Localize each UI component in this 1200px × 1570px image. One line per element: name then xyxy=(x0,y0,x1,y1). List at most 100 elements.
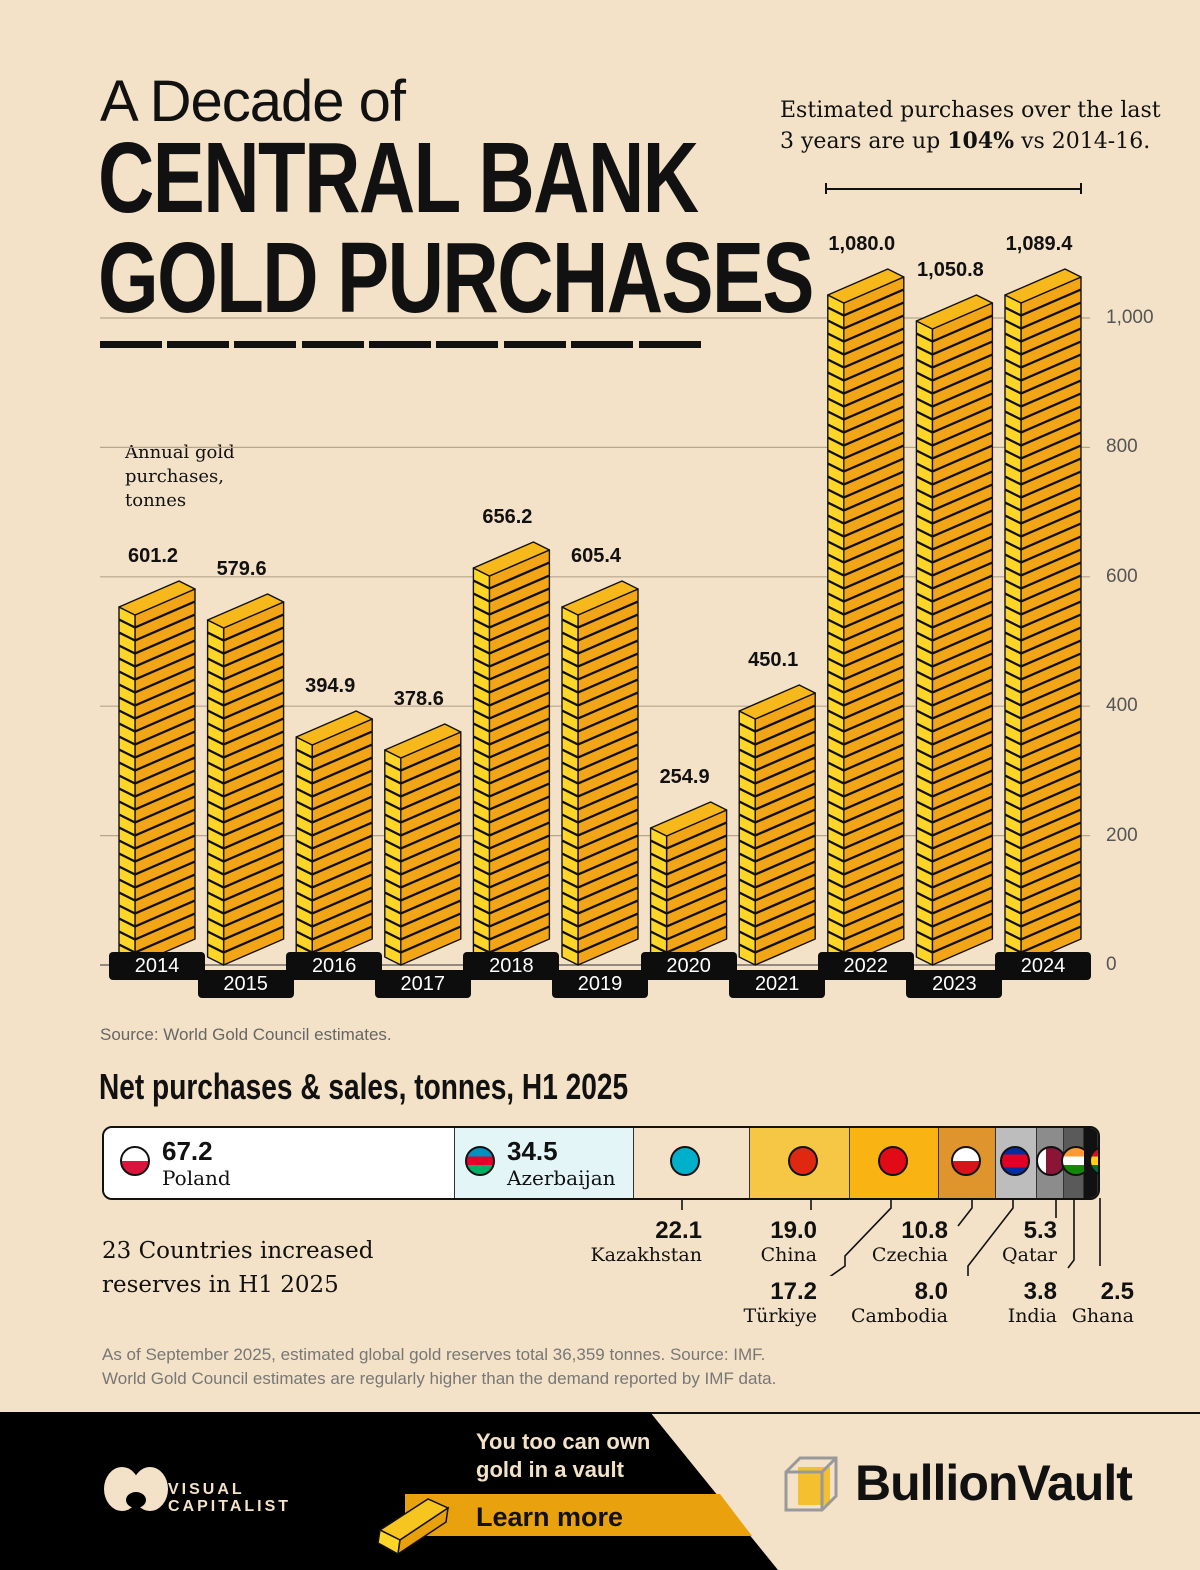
ingot-top xyxy=(206,593,285,629)
country-name: Kazakhstan xyxy=(590,1244,702,1266)
ingot-end xyxy=(472,697,491,719)
y-tick-label: 0 xyxy=(1106,954,1117,975)
ingot-end xyxy=(1004,905,1022,927)
ingot-end xyxy=(118,671,136,693)
ingot-end xyxy=(472,619,491,641)
x-tick-label: 2015 xyxy=(197,970,294,998)
ingot-end xyxy=(206,736,225,758)
ingot-end xyxy=(206,749,225,771)
ingot-end xyxy=(1004,528,1022,550)
ingot-end xyxy=(1004,476,1022,498)
x-tick-label: 2020 xyxy=(640,952,737,980)
ingot-end xyxy=(827,528,845,550)
pre-title: A Decade of xyxy=(100,69,406,134)
ingot-end xyxy=(472,723,491,745)
label-india: 3.8 India xyxy=(1008,1279,1057,1328)
ingot-end xyxy=(472,879,491,901)
ingot-end xyxy=(561,788,579,810)
value-label: 394.9 xyxy=(305,675,356,697)
comparison-note: Estimated purchases over the last 3 year… xyxy=(780,98,1161,154)
ingot-end xyxy=(915,398,934,420)
ingot-end xyxy=(1004,515,1022,537)
ingot-end xyxy=(915,437,934,459)
ingot-end xyxy=(827,437,845,459)
bar-2014 xyxy=(118,580,196,966)
value: 34.5 xyxy=(507,1136,558,1166)
ingot-end xyxy=(915,827,934,849)
learn-more-button-bg xyxy=(405,1494,752,1536)
ingot-end xyxy=(827,892,845,914)
ingot-end xyxy=(1004,866,1022,888)
ingot-end xyxy=(206,801,225,823)
ingot-end xyxy=(384,788,402,810)
ingot-end xyxy=(827,827,845,849)
bar-2023 xyxy=(915,294,994,966)
ingot-end xyxy=(1004,567,1022,589)
segment-czechia xyxy=(939,1128,996,1198)
ingot-end xyxy=(561,840,579,862)
ingot-end xyxy=(915,944,934,966)
ingot-end xyxy=(1004,333,1022,355)
ingot-end xyxy=(1004,619,1022,641)
ingot-end xyxy=(118,931,136,953)
ingot-end xyxy=(738,905,756,927)
ingot-end xyxy=(472,866,491,888)
ingot-end xyxy=(738,866,756,888)
ingot-end xyxy=(295,918,313,940)
ingot-end xyxy=(206,931,225,953)
ingot-end xyxy=(915,931,934,953)
ingot-end xyxy=(384,931,402,953)
ingot-end xyxy=(561,879,579,901)
ingot-end xyxy=(384,853,402,875)
bar-2015 xyxy=(206,593,285,966)
ingot-top xyxy=(118,580,196,616)
ingot-end xyxy=(206,905,225,927)
ingot-end xyxy=(295,749,313,771)
ingot-end xyxy=(472,580,491,602)
ingot-end xyxy=(1004,593,1022,615)
ingot-end xyxy=(827,697,845,719)
ingot-end xyxy=(561,905,579,927)
h1-title: Net purchases & sales, tonnes, H1 2025 xyxy=(99,1066,629,1107)
ingot-end xyxy=(118,866,136,888)
ingot-end xyxy=(384,801,402,823)
learn-more-button[interactable]: Learn more xyxy=(476,1502,624,1532)
ingot-end xyxy=(1004,606,1022,628)
ingot-end xyxy=(118,619,136,641)
ingot-end xyxy=(827,424,845,446)
value-label: 378.6 xyxy=(393,688,444,710)
ingot-end xyxy=(561,827,579,849)
ingot-end xyxy=(472,762,491,784)
bullionvault-wordmark[interactable]: BullionVault xyxy=(855,1455,1133,1511)
segment-azerbaijan: 34.5 Azerbaijan xyxy=(455,1128,634,1198)
ingot-end xyxy=(915,502,934,524)
ingot-end xyxy=(118,853,136,875)
country-name: Türkiye xyxy=(743,1305,817,1327)
value: 10.8 xyxy=(901,1217,948,1244)
ingot-end xyxy=(561,931,579,953)
ingot-end xyxy=(649,853,668,875)
ingot-end xyxy=(1004,645,1022,667)
ingot-end xyxy=(738,931,756,953)
türkiye-flag-icon xyxy=(878,1146,908,1176)
ingot-end xyxy=(827,372,845,394)
value-label: 656.2 xyxy=(482,506,533,528)
poland-flag-icon xyxy=(120,1146,150,1176)
ingot-end xyxy=(915,697,934,719)
ingot-top xyxy=(561,580,639,616)
country-name: Poland xyxy=(162,1166,231,1190)
bar-2021 xyxy=(738,684,816,966)
kazakhstan-flag-icon xyxy=(670,1146,700,1176)
ingot-end xyxy=(827,554,845,576)
ingot-end xyxy=(1004,762,1022,784)
ingot-top xyxy=(649,801,728,837)
ingot-end xyxy=(827,489,845,511)
ingot-end xyxy=(1004,749,1022,771)
ingot-end xyxy=(915,450,934,472)
ingot-end xyxy=(915,632,934,654)
ingot-end xyxy=(1004,489,1022,511)
bracket-2022-2024 xyxy=(825,183,1082,194)
ingot-end xyxy=(649,866,668,888)
value-label: 1,080.0 xyxy=(828,233,896,255)
ingot-end xyxy=(472,788,491,810)
